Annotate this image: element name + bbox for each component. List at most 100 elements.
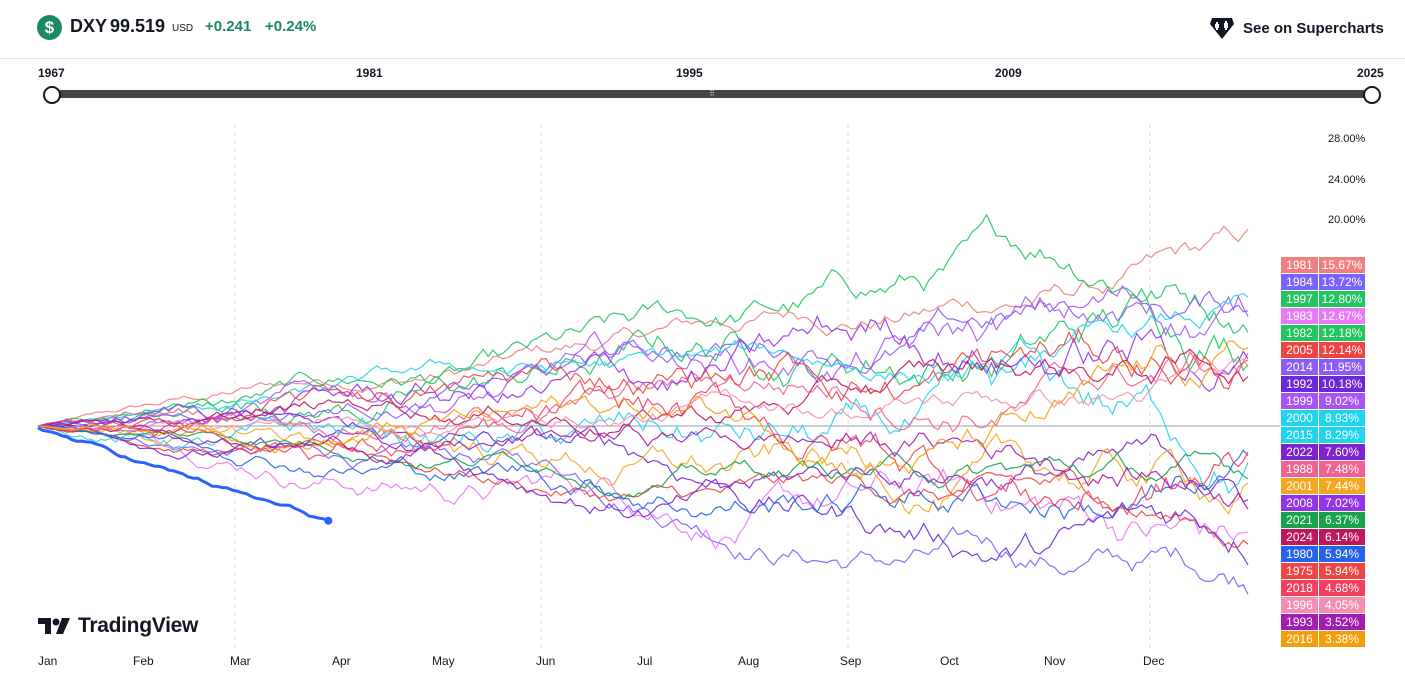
legend-value: 15.67% — [1319, 257, 1365, 273]
x-tick-label: Jul — [637, 654, 653, 668]
range-year-label: 1981 — [356, 66, 383, 80]
legend-value: 7.02% — [1319, 495, 1365, 511]
legend-year: 1992 — [1281, 376, 1318, 392]
legend-item[interactable]: 2016 3.38% — [1281, 631, 1371, 647]
legend-value: 4.68% — [1319, 580, 1365, 596]
legend-year: 2001 — [1281, 478, 1318, 494]
legend-item[interactable]: 2021 6.37% — [1281, 512, 1371, 528]
tradingview-logo[interactable]: TradingView — [38, 614, 198, 638]
legend-item[interactable]: 1982 12.18% — [1281, 325, 1371, 341]
legend-year: 2024 — [1281, 529, 1318, 545]
range-year-label: 2025 — [1357, 66, 1384, 80]
legend-item[interactable]: 2018 4.68% — [1281, 580, 1371, 596]
series-line-1984[interactable] — [37, 425, 1249, 595]
legend-value: 7.44% — [1319, 478, 1365, 494]
range-drag-grip-icon[interactable]: ⠿ — [709, 89, 715, 98]
series-line-2000[interactable] — [37, 353, 1249, 495]
series-line-1997[interactable] — [37, 213, 1249, 429]
legend-value: 3.52% — [1319, 614, 1365, 630]
legend-year: 1993 — [1281, 614, 1318, 630]
x-tick-label: Jan — [38, 654, 58, 668]
legend-year: 2018 — [1281, 580, 1318, 596]
legend-item[interactable]: 2024 6.14% — [1281, 529, 1371, 545]
legend-year: 1999 — [1281, 393, 1318, 409]
legend-item[interactable]: 1993 3.52% — [1281, 614, 1371, 630]
supercharts-label: See on Supercharts — [1243, 19, 1384, 37]
legend-item[interactable]: 1988 7.48% — [1281, 461, 1371, 477]
legend-year: 2014 — [1281, 359, 1318, 375]
series-line-2015[interactable] — [37, 292, 1249, 427]
legend-year: 1997 — [1281, 291, 1318, 307]
range-end-handle[interactable] — [1363, 86, 1381, 104]
legend-item[interactable]: 2001 7.44% — [1281, 478, 1371, 494]
series-line-2018[interactable] — [37, 379, 1249, 516]
legend-value: 8.29% — [1319, 427, 1365, 443]
legend-item[interactable]: 1999 9.02% — [1281, 393, 1371, 409]
series-line-2001[interactable] — [37, 421, 1249, 515]
legend-value: 5.94% — [1319, 563, 1365, 579]
legend-value: 13.72% — [1319, 274, 1365, 290]
series-line-2016[interactable] — [37, 340, 1249, 480]
legend-year: 1996 — [1281, 597, 1318, 613]
price-change-percent: +0.24% — [265, 18, 317, 35]
x-tick-label: Oct — [940, 654, 959, 668]
legend-year: 1981 — [1281, 257, 1318, 273]
legend-value: 6.14% — [1319, 529, 1365, 545]
y-tick-label: 24.00% — [1328, 174, 1366, 186]
legend-value: 12.14% — [1319, 342, 1365, 358]
legend-item[interactable]: 1980 5.94% — [1281, 546, 1371, 562]
legend-value: 8.93% — [1319, 410, 1365, 426]
seasonality-chart[interactable] — [0, 110, 1405, 695]
legend-item[interactable]: 2008 7.02% — [1281, 495, 1371, 511]
legend-year: 1975 — [1281, 563, 1318, 579]
legend-year: 2021 — [1281, 512, 1318, 528]
series-line-current-year[interactable] — [37, 426, 329, 523]
legend-year: 1984 — [1281, 274, 1318, 290]
series-line-2022[interactable] — [37, 410, 1249, 519]
legend-item[interactable]: 1984 13.72% — [1281, 274, 1371, 290]
see-on-supercharts-button[interactable]: See on Supercharts — [1209, 15, 1384, 41]
tradingview-gem-icon — [1210, 18, 1234, 39]
legend-value: 6.37% — [1319, 512, 1365, 528]
currency-label: USD — [172, 23, 194, 34]
year-range-track[interactable] — [52, 90, 1372, 98]
legend-value: 4.05% — [1319, 597, 1365, 613]
series-line-1993[interactable] — [37, 418, 1249, 510]
legend-item[interactable]: 1997 12.80% — [1281, 291, 1371, 307]
x-tick-label: Aug — [738, 654, 760, 668]
legend-item[interactable]: 1975 5.94% — [1281, 563, 1371, 579]
legend-item[interactable]: 1992 10.18% — [1281, 376, 1371, 392]
x-tick-label: Nov — [1044, 654, 1066, 668]
legend-item[interactable]: 1981 15.67% — [1281, 257, 1371, 273]
legend-year: 2000 — [1281, 410, 1318, 426]
legend-value: 5.94% — [1319, 546, 1365, 562]
range-year-label: 1995 — [676, 66, 703, 80]
series-line-2008[interactable] — [37, 314, 1249, 427]
legend-item[interactable]: 2005 12.14% — [1281, 342, 1371, 358]
series-line-1980[interactable] — [37, 424, 1249, 521]
series-line-1996[interactable] — [37, 357, 1249, 436]
legend-value: 10.18% — [1319, 376, 1365, 392]
legend-item[interactable]: 1996 4.05% — [1281, 597, 1371, 613]
legend-year: 2008 — [1281, 495, 1318, 511]
x-tick-label: May — [432, 654, 455, 668]
series-line-1992[interactable] — [37, 425, 1249, 566]
legend-year: 2016 — [1281, 631, 1318, 647]
series-line-1988[interactable] — [37, 350, 1249, 443]
legend-year: 1983 — [1281, 308, 1318, 324]
legend-item[interactable]: 2000 8.93% — [1281, 410, 1371, 426]
series-line-1975[interactable] — [37, 327, 1249, 433]
range-start-handle[interactable] — [43, 86, 61, 104]
legend-year: 2005 — [1281, 342, 1318, 358]
legend-item[interactable]: 2015 8.29% — [1281, 427, 1371, 443]
series-line-1982[interactable] — [37, 287, 1249, 427]
legend-item[interactable]: 2022 7.60% — [1281, 444, 1371, 460]
x-tick-label: Feb — [133, 654, 154, 668]
symbol-name[interactable]: DXY — [70, 16, 108, 36]
x-tick-label: Sep — [840, 654, 862, 668]
legend-item[interactable]: 1983 12.67% — [1281, 308, 1371, 324]
dollar-icon: $ — [37, 15, 62, 40]
legend-value: 12.18% — [1319, 325, 1365, 341]
series-line-1981[interactable] — [37, 225, 1249, 427]
legend-item[interactable]: 2014 11.95% — [1281, 359, 1371, 375]
